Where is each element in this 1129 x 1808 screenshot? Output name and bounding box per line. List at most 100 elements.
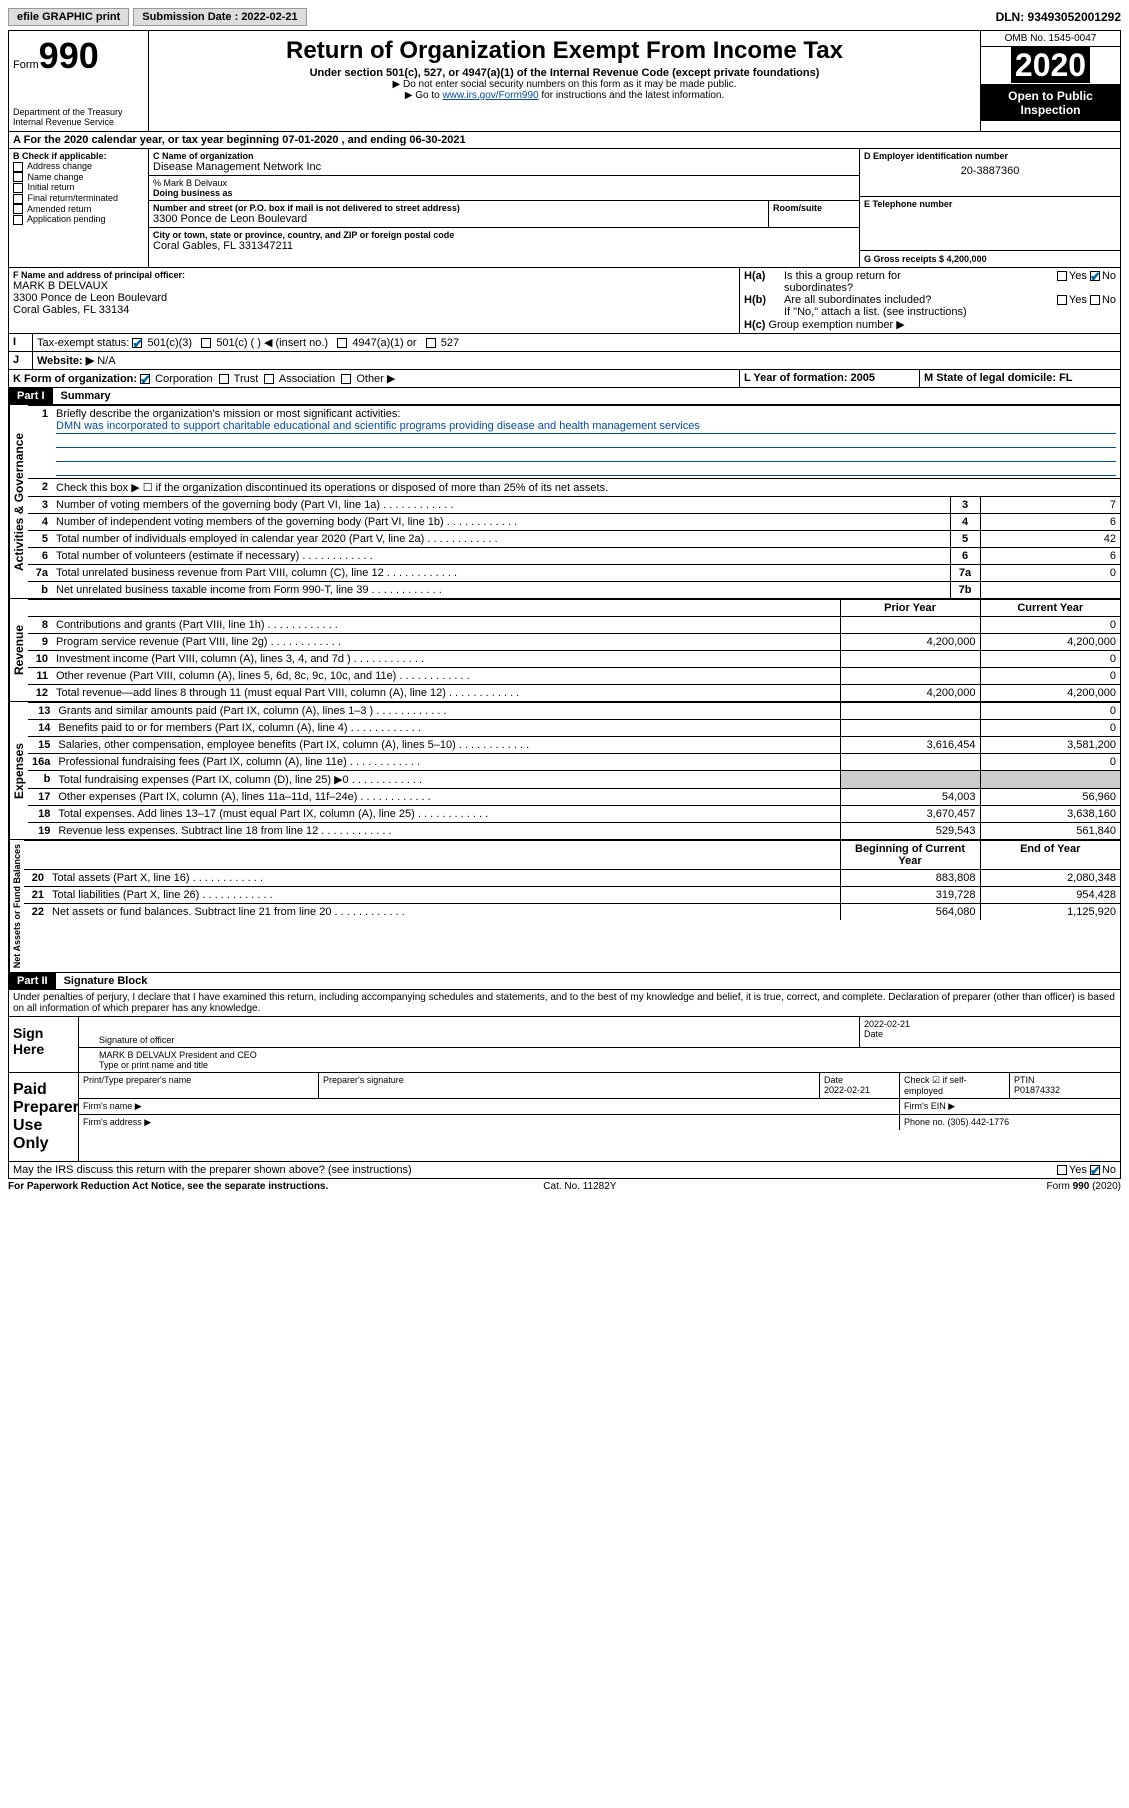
box-b-checkbox[interactable] <box>13 162 23 172</box>
line-box: 3 <box>950 497 980 514</box>
current-value: 4,200,000 <box>980 685 1120 702</box>
sig-officer-label: Signature of officer <box>99 1035 855 1045</box>
irs-label: Internal Revenue Service <box>13 117 144 127</box>
officer-name: MARK B DELVAUX <box>13 280 735 292</box>
submission-date-button[interactable]: Submission Date : 2022-02-21 <box>133 8 306 26</box>
officer-block: F Name and address of principal officer:… <box>8 268 1121 334</box>
box-g-label: G Gross receipts $ 4,200,000 <box>864 254 987 264</box>
form-subtitle: Under section 501(c), 527, or 4947(a)(1)… <box>153 67 976 79</box>
line-num: 10 <box>28 651 52 668</box>
city-label: City or town, state or province, country… <box>153 230 855 240</box>
box-b-checkbox[interactable] <box>13 183 23 193</box>
prep-sig-label: Preparer's signature <box>319 1073 820 1098</box>
form-note1: ▶ Do not enter social security numbers o… <box>153 79 976 90</box>
form-number: Form990 <box>13 35 144 77</box>
line-box: 7b <box>950 582 980 599</box>
line-i-marker: I <box>9 334 33 351</box>
pra-notice: For Paperwork Reduction Act Notice, see … <box>8 1181 328 1192</box>
501c-checkbox[interactable] <box>201 338 211 348</box>
open-public-label: Open to Public Inspection <box>981 85 1120 121</box>
assoc-checkbox[interactable] <box>264 374 274 384</box>
box-e-label: E Telephone number <box>864 199 1116 209</box>
hc-label: Group exemption number ▶ <box>768 319 904 331</box>
prior-value <box>840 617 980 634</box>
corp-checkbox[interactable] <box>140 374 150 384</box>
phone-label: Phone no. (305) 442-1776 <box>900 1115 1120 1130</box>
trust-checkbox[interactable] <box>219 374 229 384</box>
box-b-item: Name change <box>13 172 144 183</box>
prior-value <box>840 703 980 720</box>
firm-addr-label: Firm's address ▶ <box>79 1115 900 1130</box>
org-name: Disease Management Network Inc <box>153 161 855 173</box>
box-b-item: Final return/terminated <box>13 193 144 204</box>
line-text: Total expenses. Add lines 13–17 (must eq… <box>54 806 840 823</box>
box-b-checkbox[interactable] <box>13 194 23 204</box>
line-num: 17 <box>28 789 54 806</box>
part1-header: Part I <box>9 388 53 404</box>
527-checkbox[interactable] <box>426 338 436 348</box>
ha-yes-checkbox[interactable] <box>1057 271 1067 281</box>
website-value: N/A <box>97 355 115 367</box>
side-revenue: Revenue <box>9 599 28 701</box>
4947-checkbox[interactable] <box>337 338 347 348</box>
efile-button[interactable]: efile GRAPHIC print <box>8 8 129 26</box>
ha-label: Is this a group return forsubordinates? <box>784 270 1057 294</box>
other-checkbox[interactable] <box>341 374 351 384</box>
current-value: 0 <box>980 617 1120 634</box>
line-text: Total unrelated business revenue from Pa… <box>52 565 950 582</box>
line-a: A For the 2020 calendar year, or tax yea… <box>9 132 1120 148</box>
room-label: Room/suite <box>773 203 855 213</box>
line2-text: Check this box ▶ ☐ if the organization d… <box>52 479 1120 497</box>
current-value: 954,428 <box>980 887 1120 904</box>
discuss-yes-checkbox[interactable] <box>1057 1165 1067 1175</box>
sig-date-val: 2022-02-21 <box>864 1019 1116 1029</box>
sig-date-label: Date <box>864 1029 1116 1039</box>
hb-no-checkbox[interactable] <box>1090 295 1100 305</box>
side-expenses: Expenses <box>9 702 28 839</box>
line-i-label: Tax-exempt status: <box>37 337 129 349</box>
prior-value: 564,080 <box>840 904 980 921</box>
line-num: 18 <box>28 806 54 823</box>
501c3-checkbox[interactable] <box>132 338 142 348</box>
line-num: 3 <box>28 497 52 514</box>
prior-value: 3,616,454 <box>840 737 980 754</box>
side-netassets: Net Assets or Fund Balances <box>9 840 24 972</box>
addr-label: Number and street (or P.O. box if mail i… <box>153 203 764 213</box>
part2-header: Part II <box>9 973 56 989</box>
current-value: 0 <box>980 720 1120 737</box>
paid-preparer-section: Paid Preparer Use Only Print/Type prepar… <box>8 1073 1121 1162</box>
prior-value: 319,728 <box>840 887 980 904</box>
officer-addr1: 3300 Ponce de Leon Boulevard <box>13 292 735 304</box>
dln-label: DLN: 93493052001292 <box>996 10 1121 24</box>
discuss-no-checkbox[interactable] <box>1090 1165 1100 1175</box>
paid-preparer-label: Paid Preparer Use Only <box>9 1073 79 1161</box>
box-b-checkbox[interactable] <box>13 172 23 182</box>
line-text: Total number of volunteers (estimate if … <box>52 548 950 565</box>
line-value: 6 <box>980 548 1120 565</box>
tax-year: 2020 <box>1011 47 1090 83</box>
self-employed-check: Check ☑ if self-employed <box>900 1073 1010 1098</box>
dept-label: Department of the Treasury <box>13 107 144 117</box>
line-j-label: Website: ▶ <box>37 355 94 367</box>
line-m: M State of legal domicile: FL <box>924 372 1073 384</box>
box-b-checkbox[interactable] <box>13 215 23 225</box>
col-beginning: Beginning of Current Year <box>840 841 980 870</box>
care-of: % Mark B Delvaux <box>153 178 855 188</box>
line-text: Total revenue—add lines 8 through 11 (mu… <box>52 685 840 702</box>
line-box: 4 <box>950 514 980 531</box>
identity-block: B Check if applicable: Address change Na… <box>8 149 1121 268</box>
name-title-label: Type or print name and title <box>99 1060 1116 1070</box>
ha-no-checkbox[interactable] <box>1090 271 1100 281</box>
current-value: 3,638,160 <box>980 806 1120 823</box>
box-b-checkbox[interactable] <box>13 204 23 214</box>
current-value: 3,581,200 <box>980 737 1120 754</box>
prep-date-val: 2022-02-21 <box>824 1085 870 1095</box>
box-b-item: Address change <box>13 161 144 172</box>
box-b-item: Initial return <box>13 182 144 193</box>
line-num: 9 <box>28 634 52 651</box>
hb-yes-checkbox[interactable] <box>1057 295 1067 305</box>
prior-value <box>840 771 980 789</box>
part2-title: Signature Block <box>56 973 156 989</box>
line-num: 4 <box>28 514 52 531</box>
form990-link[interactable]: www.irs.gov/Form990 <box>442 90 538 101</box>
